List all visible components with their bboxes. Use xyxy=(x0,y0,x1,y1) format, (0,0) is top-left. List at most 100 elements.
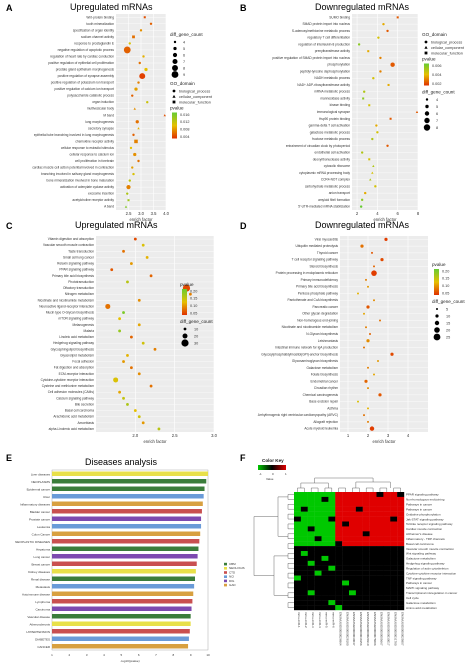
column-dendrogram-branch xyxy=(352,487,360,492)
legend-size-label: 25 xyxy=(446,335,450,339)
row-label: Oxidative phosphorylation xyxy=(406,512,441,516)
term-label: positive regulation of potassium ion tra… xyxy=(51,81,114,85)
heatmap-cell xyxy=(397,590,405,596)
row-dendrogram-branch xyxy=(277,496,288,537)
panel-title-b: Downregulated mRNAs xyxy=(315,2,410,12)
heatmap-cell xyxy=(397,496,405,503)
data-point xyxy=(376,131,379,134)
heatmap-cell xyxy=(383,565,391,571)
heatmap-cell xyxy=(342,605,350,611)
heatmap-cell xyxy=(314,585,322,591)
heatmap-cell xyxy=(390,560,398,566)
x-tick-label: 4 xyxy=(407,433,410,438)
heatmap-cell xyxy=(342,541,350,547)
term-label: Basal cell carcinoma xyxy=(65,409,94,413)
data-point xyxy=(118,317,121,321)
heatmap-cell xyxy=(294,521,302,527)
data-point xyxy=(124,205,128,208)
heatmap-cell xyxy=(335,526,343,532)
heatmap-cell xyxy=(328,600,336,606)
row-label: Cardiac muscle contraction xyxy=(406,527,443,531)
term-label: acetylcholine receptor activity xyxy=(72,198,114,202)
heatmap-cell xyxy=(397,605,405,611)
legend-size-label: 8 xyxy=(436,126,438,130)
color-key-title: Color Key xyxy=(262,458,284,463)
row-dendrogram-branch xyxy=(287,602,294,608)
heatmap-cell xyxy=(314,511,322,517)
heatmap-cell xyxy=(300,526,308,532)
term-label: organ induction xyxy=(92,100,114,104)
term-label: tooth mineralization xyxy=(86,22,114,26)
term-label: Vitamin digestion and absorption xyxy=(48,237,94,241)
data-point xyxy=(126,354,129,357)
heatmap-cell xyxy=(328,526,336,532)
heatmap-cell xyxy=(362,555,370,562)
term-label: Pantothenate and CoA biosynthesis xyxy=(287,298,338,302)
legend-size-dot xyxy=(435,314,439,318)
heatmap-cell xyxy=(342,506,350,512)
term-label: deoxyribonuclease activity xyxy=(313,157,351,161)
term-label: cytoplasmic mRNA processing body xyxy=(299,171,350,175)
heatmap-cell xyxy=(335,555,343,562)
category-label: Renal disease xyxy=(31,577,50,581)
legend-size-label: 10 xyxy=(194,327,198,331)
heatmap-cell xyxy=(383,570,391,576)
row-label: Transcriptional misregulation in cancer xyxy=(406,591,457,595)
x-tick-label: 8 xyxy=(417,211,420,216)
term-label: mannosidase activity xyxy=(320,96,350,100)
term-label: mTOR signaling pathway xyxy=(58,317,94,321)
legend-title-go-domain: GO_domain xyxy=(170,81,195,86)
heatmap-cell xyxy=(300,511,308,517)
heatmap-cell xyxy=(294,492,302,498)
x-tick-label: 5 xyxy=(120,653,122,657)
legend-shape-square xyxy=(172,100,176,104)
term-label: Neuroactive ligand-receptor interaction xyxy=(39,304,94,308)
heatmap-cell xyxy=(335,570,343,576)
data-point xyxy=(362,90,366,93)
data-point xyxy=(130,262,133,265)
heatmap-cell xyxy=(383,492,391,498)
heatmap-cell xyxy=(383,551,391,557)
heatmap-cell xyxy=(383,605,391,611)
heatmap-cell xyxy=(383,590,391,596)
row-label: Jak-STAT signaling pathway xyxy=(406,517,444,521)
panel-title-e: Diseases analysis xyxy=(85,457,158,467)
term-label: Nicotinate and nicotinamide metabolism xyxy=(282,325,339,329)
heatmap-cell xyxy=(376,506,384,512)
x-tick-label: 8 xyxy=(172,653,174,657)
x-tick-label: 7 xyxy=(155,653,157,657)
data-point xyxy=(368,158,371,161)
heatmap-cell xyxy=(376,511,384,517)
heatmap-cell xyxy=(397,585,405,591)
pvalue-colorbar xyxy=(182,289,187,315)
x-tick-label: 2 xyxy=(68,653,70,657)
data-point xyxy=(145,256,149,259)
term-label: entrainment of circadian clock by photop… xyxy=(286,144,350,148)
legend-size-label: 6 xyxy=(183,53,185,57)
heatmap-cell xyxy=(355,496,363,503)
heatmap-cell xyxy=(362,526,370,532)
data-point xyxy=(149,22,153,25)
data-point xyxy=(133,409,137,412)
category-label: DIABETES xyxy=(35,637,50,641)
legend-size-label: 9 xyxy=(183,73,185,77)
heatmap-cell xyxy=(397,511,405,517)
x-tick-label: 6 xyxy=(138,653,140,657)
heatmap-cell xyxy=(307,565,315,571)
heatmap-cell xyxy=(369,536,377,542)
heatmap-cell xyxy=(294,496,302,503)
data-point xyxy=(126,403,129,406)
heatmap-cell xyxy=(390,516,398,522)
term-label: mRNA metabolic process xyxy=(314,90,350,94)
heatmap-cell xyxy=(362,516,370,522)
heatmap-cell xyxy=(294,560,302,566)
data-point xyxy=(138,61,141,65)
column-dendrogram-branch xyxy=(379,487,388,492)
legend-size-dot xyxy=(172,65,178,71)
heatmap-cell xyxy=(314,590,322,596)
heatmap-cell xyxy=(349,531,357,537)
data-point xyxy=(366,339,370,343)
heatmap-cell xyxy=(376,560,384,566)
heatmap-cell xyxy=(321,580,329,586)
